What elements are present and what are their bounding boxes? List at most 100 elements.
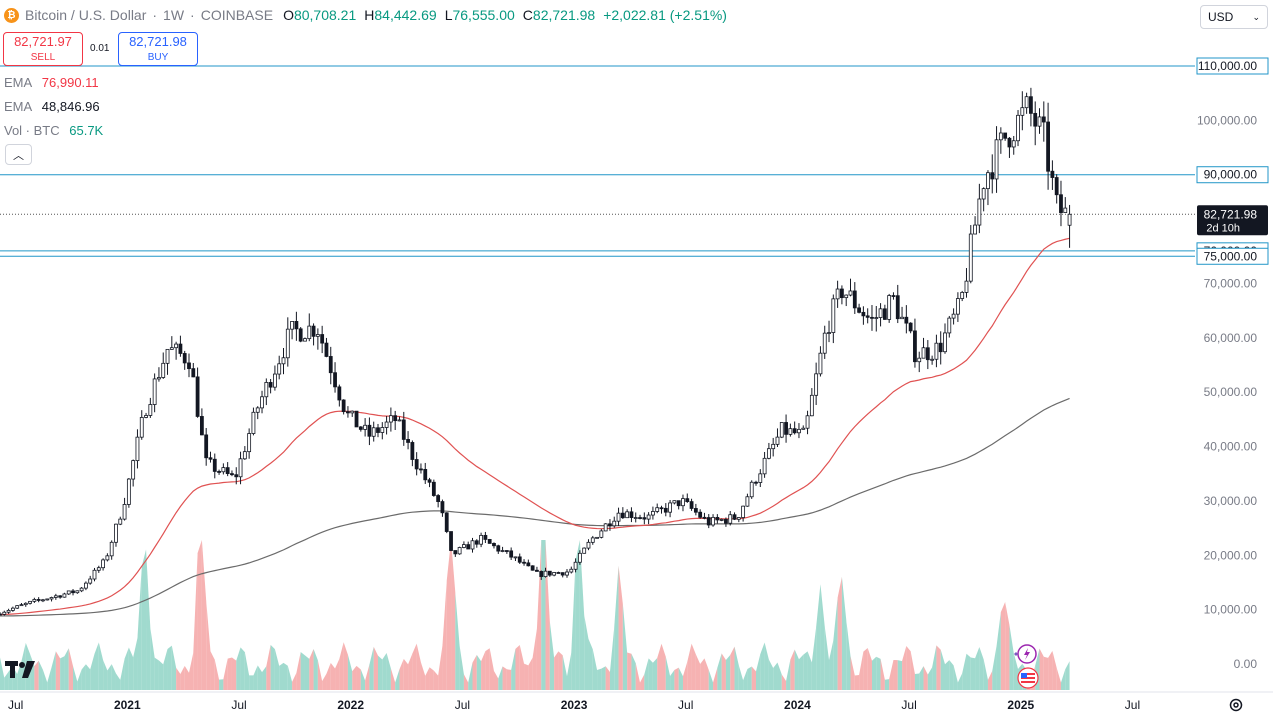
candle-down (487, 539, 492, 544)
candle-down (1050, 170, 1055, 178)
volume-area-segment (236, 647, 241, 690)
indicator-volume[interactable]: Vol · BTC 65.7K (4, 123, 103, 138)
candle-up (371, 427, 376, 437)
ema-slow-line (0, 397, 1070, 617)
volume-area-segment (558, 651, 563, 690)
candle-down (268, 382, 273, 388)
volume-area-segment (541, 540, 546, 690)
volume-area-segment (687, 643, 692, 690)
currency-select[interactable]: USD ⌄ (1200, 5, 1268, 29)
volume-area-segment (927, 667, 933, 690)
high-key: H (364, 7, 375, 23)
candle-down (449, 531, 453, 551)
y-axis-tick-label: 70,000.00 (1204, 276, 1258, 290)
candle-down (608, 523, 612, 527)
interval-label[interactable]: 1W (163, 7, 185, 23)
candle-down (715, 516, 720, 521)
volume-area-segment (798, 654, 804, 690)
volume-area-segment (940, 649, 946, 690)
candle-up (75, 590, 80, 594)
volume-area-segment (214, 659, 220, 690)
volume-area-segment (502, 666, 507, 690)
candle-up (380, 427, 385, 433)
candle-down (938, 342, 943, 353)
volume-area-segment (94, 642, 99, 690)
candle-up (577, 552, 582, 563)
volume-area-segment (970, 657, 976, 690)
candle-down (1007, 137, 1012, 148)
volume-area-segment (880, 658, 885, 690)
candle-down (333, 372, 337, 388)
symbol-legend[interactable]: ₿ Bitcoin / U.S. Dollar · 1W · COINBASE … (4, 7, 735, 23)
indicator-name: Vol · BTC (4, 123, 60, 138)
volume-area-segment (60, 656, 65, 690)
sell-button[interactable]: 82,721.97 SELL (3, 32, 83, 66)
volume-area-segment (614, 565, 619, 690)
volume-area-segment (455, 592, 460, 690)
y-axis-tick-label: 50,000.00 (1204, 385, 1258, 399)
candle-up (161, 362, 166, 378)
lightning-event-icon[interactable] (1013, 643, 1039, 665)
volume-area-segment (270, 644, 275, 690)
candle-up (749, 481, 754, 498)
volume-area-segment (352, 665, 357, 690)
candle-up (775, 436, 780, 445)
buy-button[interactable]: 82,721.98 BUY (118, 32, 198, 66)
us-flag-event-icon[interactable] (1016, 667, 1042, 689)
candle-down (354, 410, 359, 428)
candle-up (878, 308, 883, 318)
candle-up (736, 517, 741, 520)
x-axis-tick-label: 2022 (337, 698, 364, 712)
collapse-legend-button[interactable]: ︿ (5, 144, 32, 165)
volume-area-segment (416, 643, 421, 690)
x-axis-tick-label: 2024 (784, 698, 811, 712)
volume-area-segment (932, 645, 937, 690)
candle-up (41, 599, 45, 602)
volume-area-segment (184, 665, 190, 690)
candle-up (23, 602, 28, 606)
candle-down (702, 516, 707, 519)
level-price-label: 90,000.00 (1204, 168, 1258, 182)
candle-down (294, 321, 299, 330)
candle-up (264, 382, 269, 398)
candle-up (599, 530, 604, 538)
indicator-ema-slow[interactable]: EMA 48,846.96 (4, 99, 100, 114)
buy-label: BUY (147, 52, 169, 63)
volume-area-segment (790, 649, 795, 690)
candle-up (397, 419, 402, 422)
bar-countdown-label: 2d 10h (1206, 222, 1240, 234)
settings-gear-icon[interactable] (1228, 697, 1244, 713)
volume-area-segment (919, 666, 924, 690)
candle-down (754, 481, 758, 484)
candle-up (612, 520, 617, 527)
change-value: +2,022.81 (+2.51%) (603, 7, 727, 23)
x-axis-tick-label: Jul (901, 698, 916, 712)
volume-area-segment (244, 652, 250, 690)
candle-up (363, 424, 368, 430)
tradingview-logo-icon[interactable] (4, 657, 40, 683)
candle-up (625, 511, 630, 519)
volume-area-segment (300, 652, 305, 690)
candle-up (887, 295, 892, 320)
candle-up (917, 357, 922, 363)
candle-down (341, 399, 346, 413)
chevron-down-icon: ⌄ (1252, 11, 1260, 22)
candle-up (822, 332, 827, 354)
volume-area-segment (760, 642, 765, 690)
volume-area-segment (262, 666, 267, 690)
volume-area-segment (829, 640, 834, 690)
candle-up (165, 348, 170, 364)
volume-area-segment (283, 662, 288, 690)
volume-area-segment (1000, 602, 1006, 690)
volume-area-segment (996, 612, 1001, 690)
candle-up (771, 443, 776, 450)
candle-up (457, 547, 462, 555)
volume-area-segment (386, 653, 391, 690)
candle-up (470, 540, 475, 550)
candle-down (663, 507, 668, 513)
candle-up (844, 294, 849, 299)
candle-down (367, 424, 372, 437)
indicator-ema-fast[interactable]: EMA 76,990.11 (4, 75, 99, 90)
volume-area-segment (519, 644, 525, 690)
